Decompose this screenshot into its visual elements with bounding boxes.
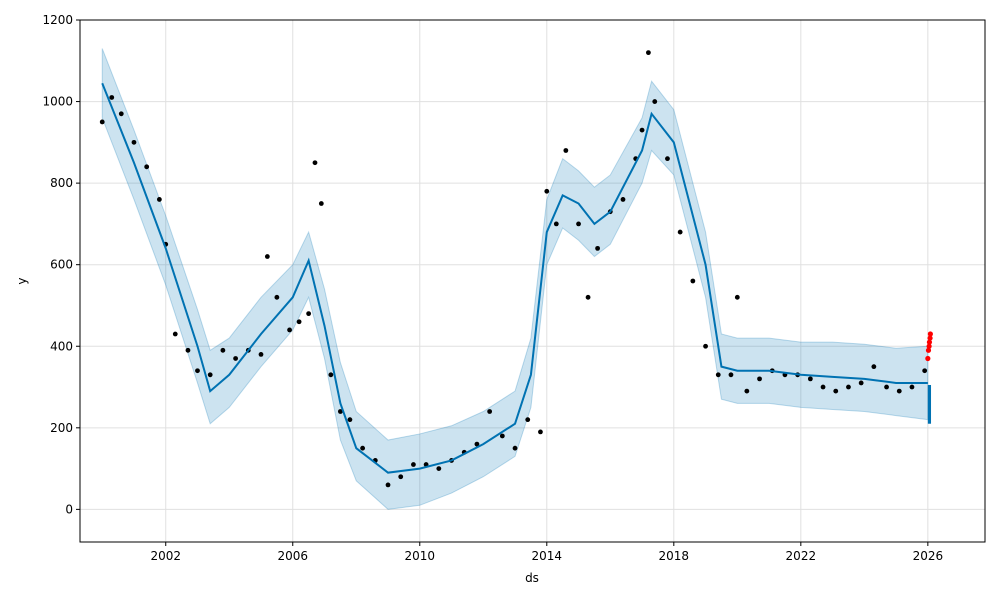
observed-point — [398, 474, 404, 480]
observed-point — [411, 462, 416, 467]
y-axis-title: y — [15, 277, 29, 284]
observed-point — [220, 347, 226, 353]
observed-point — [487, 409, 493, 414]
observed-point — [665, 156, 670, 162]
x-axis-title: ds — [525, 571, 539, 585]
y-tick-label: 600 — [50, 258, 73, 272]
y-tick-label: 800 — [50, 176, 73, 190]
observed-point — [744, 388, 750, 394]
observed-point — [833, 388, 839, 394]
y-axis-ticks: 0 200 400 600 800 1000 1200 — [42, 13, 80, 516]
x-tick-label: 2014 — [532, 549, 563, 563]
observed-point — [652, 99, 658, 104]
recent-point — [926, 343, 932, 349]
observed-point — [131, 139, 137, 145]
observed-point — [264, 254, 270, 259]
observed-point — [757, 376, 762, 382]
observed-point — [233, 356, 238, 361]
y-tick-label: 1200 — [42, 13, 73, 27]
observed-point — [734, 294, 740, 300]
observed-point — [306, 311, 312, 317]
observed-point — [207, 372, 213, 378]
observed-point — [109, 95, 115, 100]
observed-point — [677, 229, 683, 235]
observed-point — [156, 197, 162, 202]
observed-point — [296, 319, 302, 325]
observed-point — [312, 160, 318, 166]
observed-point — [318, 201, 324, 206]
observed-point — [690, 278, 696, 284]
y-tick-label: 0 — [65, 502, 73, 516]
forecast-line-path — [101, 82, 928, 474]
observed-point — [576, 221, 581, 227]
observed-point — [172, 331, 178, 337]
x-axis-ticks: 2002 2006 2010 2014 2018 2022 2026 — [150, 542, 943, 563]
observed-point — [337, 409, 343, 414]
observed-point — [385, 482, 391, 488]
observed-point — [360, 445, 366, 451]
observed-point — [185, 347, 191, 353]
observed-point — [328, 372, 334, 378]
y-tick-label: 1000 — [42, 95, 73, 109]
observed-point — [544, 188, 550, 194]
x-tick-label: 2022 — [786, 549, 817, 563]
recent-point — [927, 331, 933, 337]
y-tick-label: 200 — [50, 421, 73, 435]
observed-point — [846, 384, 851, 390]
observed-point — [703, 343, 708, 349]
observed-point — [99, 119, 105, 125]
plot-frame — [79, 19, 986, 543]
observed-point — [807, 376, 813, 382]
y-tick-label: 400 — [50, 339, 73, 353]
observed-point — [639, 127, 645, 133]
observed-point — [347, 417, 353, 423]
observed-point — [474, 441, 480, 447]
observed-point — [620, 197, 626, 202]
x-tick-label: 2002 — [150, 549, 181, 563]
observed-point — [195, 368, 200, 374]
recent-points — [925, 331, 933, 362]
x-tick-label: 2006 — [277, 549, 308, 563]
observed-point — [715, 372, 721, 378]
observed-point — [258, 352, 264, 357]
observed-point — [553, 221, 559, 227]
observed-point — [538, 429, 543, 435]
observed-point — [909, 384, 915, 390]
observed-point — [512, 445, 518, 451]
observed-point — [595, 245, 600, 251]
observed-point — [896, 388, 902, 394]
forecast-bar — [927, 384, 932, 424]
forecast-bar-rect — [927, 384, 932, 424]
x-tick-label: 2026 — [913, 549, 944, 563]
observed-point — [820, 384, 826, 390]
observed-point — [871, 364, 877, 370]
observed-point — [144, 164, 150, 170]
observed-point — [436, 466, 442, 471]
observed-point — [563, 148, 569, 153]
observed-point — [585, 294, 591, 300]
recent-point — [926, 339, 933, 345]
observed-point — [525, 417, 531, 423]
observed-point — [884, 384, 889, 390]
observed-point — [274, 294, 280, 300]
observed-point — [922, 368, 928, 374]
observed-point — [728, 372, 734, 378]
observed-point — [118, 111, 124, 117]
x-tick-label: 2018 — [659, 549, 690, 563]
recent-point — [927, 335, 933, 341]
recent-point — [925, 347, 932, 353]
observed-point — [287, 327, 292, 333]
observed-point — [646, 50, 651, 56]
observed-point — [858, 380, 864, 386]
x-tick-label: 2010 — [404, 549, 435, 563]
forecast-line — [101, 82, 928, 474]
observed-point — [499, 433, 505, 439]
recent-point — [925, 355, 931, 362]
